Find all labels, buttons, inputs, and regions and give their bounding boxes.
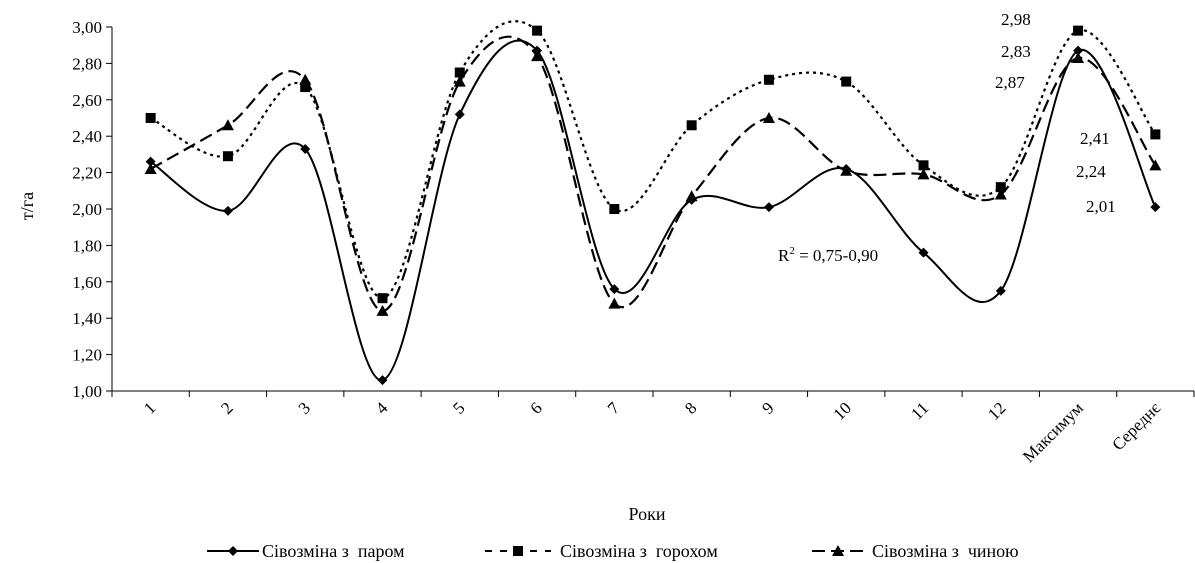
x-tick-label: 4: [372, 398, 392, 418]
data-point-fallow: [763, 202, 774, 213]
y-tick-label: 1,80: [72, 236, 102, 255]
data-point-peas: [145, 113, 156, 123]
legend-marker: [228, 546, 238, 556]
y-tick-label: 1,40: [72, 309, 102, 328]
x-tick-label: 9: [758, 398, 777, 417]
y-tick-label: 1,20: [72, 346, 102, 365]
data-point-peas: [1073, 25, 1084, 36]
legend-label: Сівозміна з паром: [262, 541, 405, 561]
series-fallow: [145, 39, 1161, 386]
x-tick-label: 10: [830, 398, 855, 423]
y-tick-label: 1,00: [72, 382, 102, 401]
data-point-vetch: [608, 297, 621, 309]
legend-item-peas: Сівозміна з горохом: [485, 541, 718, 561]
data-point-vetch: [994, 188, 1007, 200]
data-point-fallow: [609, 284, 620, 295]
legend-item-vetch: Сівозміна з чиною: [812, 541, 1019, 561]
series-line-fallow: [150, 39, 1157, 382]
x-tick-label: 12: [984, 398, 1009, 423]
legend-marker: [513, 546, 523, 556]
data-point-fallow: [995, 285, 1006, 296]
r-squared-annotation: R2 = 0,75-0,90: [778, 245, 878, 265]
axes: [111, 27, 1194, 392]
x-axis-title: Роки: [629, 504, 666, 524]
data-point-vetch: [1149, 159, 1162, 171]
legend-item-fallow: Сівозміна з паром: [207, 541, 405, 561]
y-tick-label: 1,60: [72, 273, 102, 292]
data-point-vetch: [840, 164, 853, 176]
data-point-vetch: [762, 112, 775, 123]
x-tick-label: 5: [449, 398, 468, 417]
mean-label-vetch: 2,24: [1076, 162, 1106, 181]
data-point-fallow: [145, 156, 156, 167]
max-label-vetch: 2,83: [1001, 42, 1031, 61]
data-point-peas: [454, 67, 465, 78]
data-point-fallow: [918, 247, 929, 258]
data-point-fallow: [454, 109, 465, 120]
data-point-peas: [763, 74, 774, 85]
data-point-fallow: [1073, 45, 1084, 56]
series-layer: [144, 20, 1162, 386]
legend-label: Сівозміна з горохом: [560, 541, 718, 561]
legend-label: Сівозміна з чиною: [872, 541, 1019, 561]
legend: Сівозміна з паром Сівозміна з горохом Сіво…: [207, 541, 1019, 561]
data-point-vetch: [917, 168, 930, 180]
x-tick-label: 8: [681, 398, 700, 417]
max-label-peas: 2,98: [1001, 10, 1031, 29]
data-point-vetch: [531, 50, 544, 62]
x-tick-label: 11: [907, 398, 932, 423]
data-point-peas: [1150, 129, 1161, 140]
data-point-peas: [300, 82, 311, 93]
data-point-peas: [609, 204, 620, 214]
x-tick-label: 6: [526, 398, 545, 417]
data-point-peas: [841, 76, 852, 87]
x-tick-label: 1: [140, 398, 159, 417]
data-point-vetch: [685, 190, 698, 202]
data-point-fallow: [222, 205, 233, 216]
data-point-peas: [222, 151, 233, 162]
x-tick-label: 7: [604, 398, 624, 418]
series-vetch: [144, 35, 1162, 316]
data-point-vetch: [221, 119, 234, 131]
mean-label-fallow: 2,01: [1086, 197, 1116, 216]
y-tick-label: 2,80: [72, 54, 102, 73]
y-tick-label: 2,00: [72, 200, 102, 219]
x-tick-label: 3: [295, 398, 314, 417]
data-point-fallow: [300, 143, 311, 154]
data-point-vetch: [299, 73, 312, 85]
data-point-vetch: [453, 75, 466, 87]
data-point-vetch: [144, 162, 157, 174]
data-point-peas: [377, 293, 388, 304]
data-point-fallow: [1150, 202, 1161, 213]
data-point-peas: [532, 25, 543, 36]
legend-marker: [832, 545, 844, 556]
series-line-peas: [150, 20, 1157, 300]
data-point-peas: [918, 160, 929, 171]
annotations: R2 = 0,75-0,90 2,98 2,83 2,87 2,41 2,24 …: [778, 10, 1116, 265]
mean-label-peas: 2,41: [1080, 129, 1110, 148]
y-tick-label: 2,40: [72, 127, 102, 146]
y-axis-ticks: 1,00 1,20 1,40 1,60 1,80 2,00 2,20 2,40 2,60 2,80…: [72, 18, 112, 401]
y-tick-label: 3,00: [72, 18, 102, 37]
data-point-vetch: [376, 304, 389, 316]
data-point-vetch: [1072, 51, 1085, 63]
data-point-peas: [995, 182, 1006, 193]
max-label-fallow: 2,87: [995, 73, 1025, 92]
y-axis-title: т/га: [17, 192, 37, 220]
x-axis-ticks: 1 2 3 4 5 6 7 8 9 10 11 12 Максимум Середнє: [111, 391, 1195, 466]
y-tick-label: 2,20: [72, 164, 102, 183]
x-tick-label: 2: [217, 398, 236, 417]
data-point-peas: [686, 120, 697, 131]
x-tick-label: Середнє: [1108, 398, 1164, 454]
data-point-fallow: [377, 375, 388, 386]
series-peas: [145, 20, 1161, 304]
x-tick-label: Максимум: [1019, 398, 1087, 466]
y-tick-label: 2,60: [72, 91, 102, 110]
